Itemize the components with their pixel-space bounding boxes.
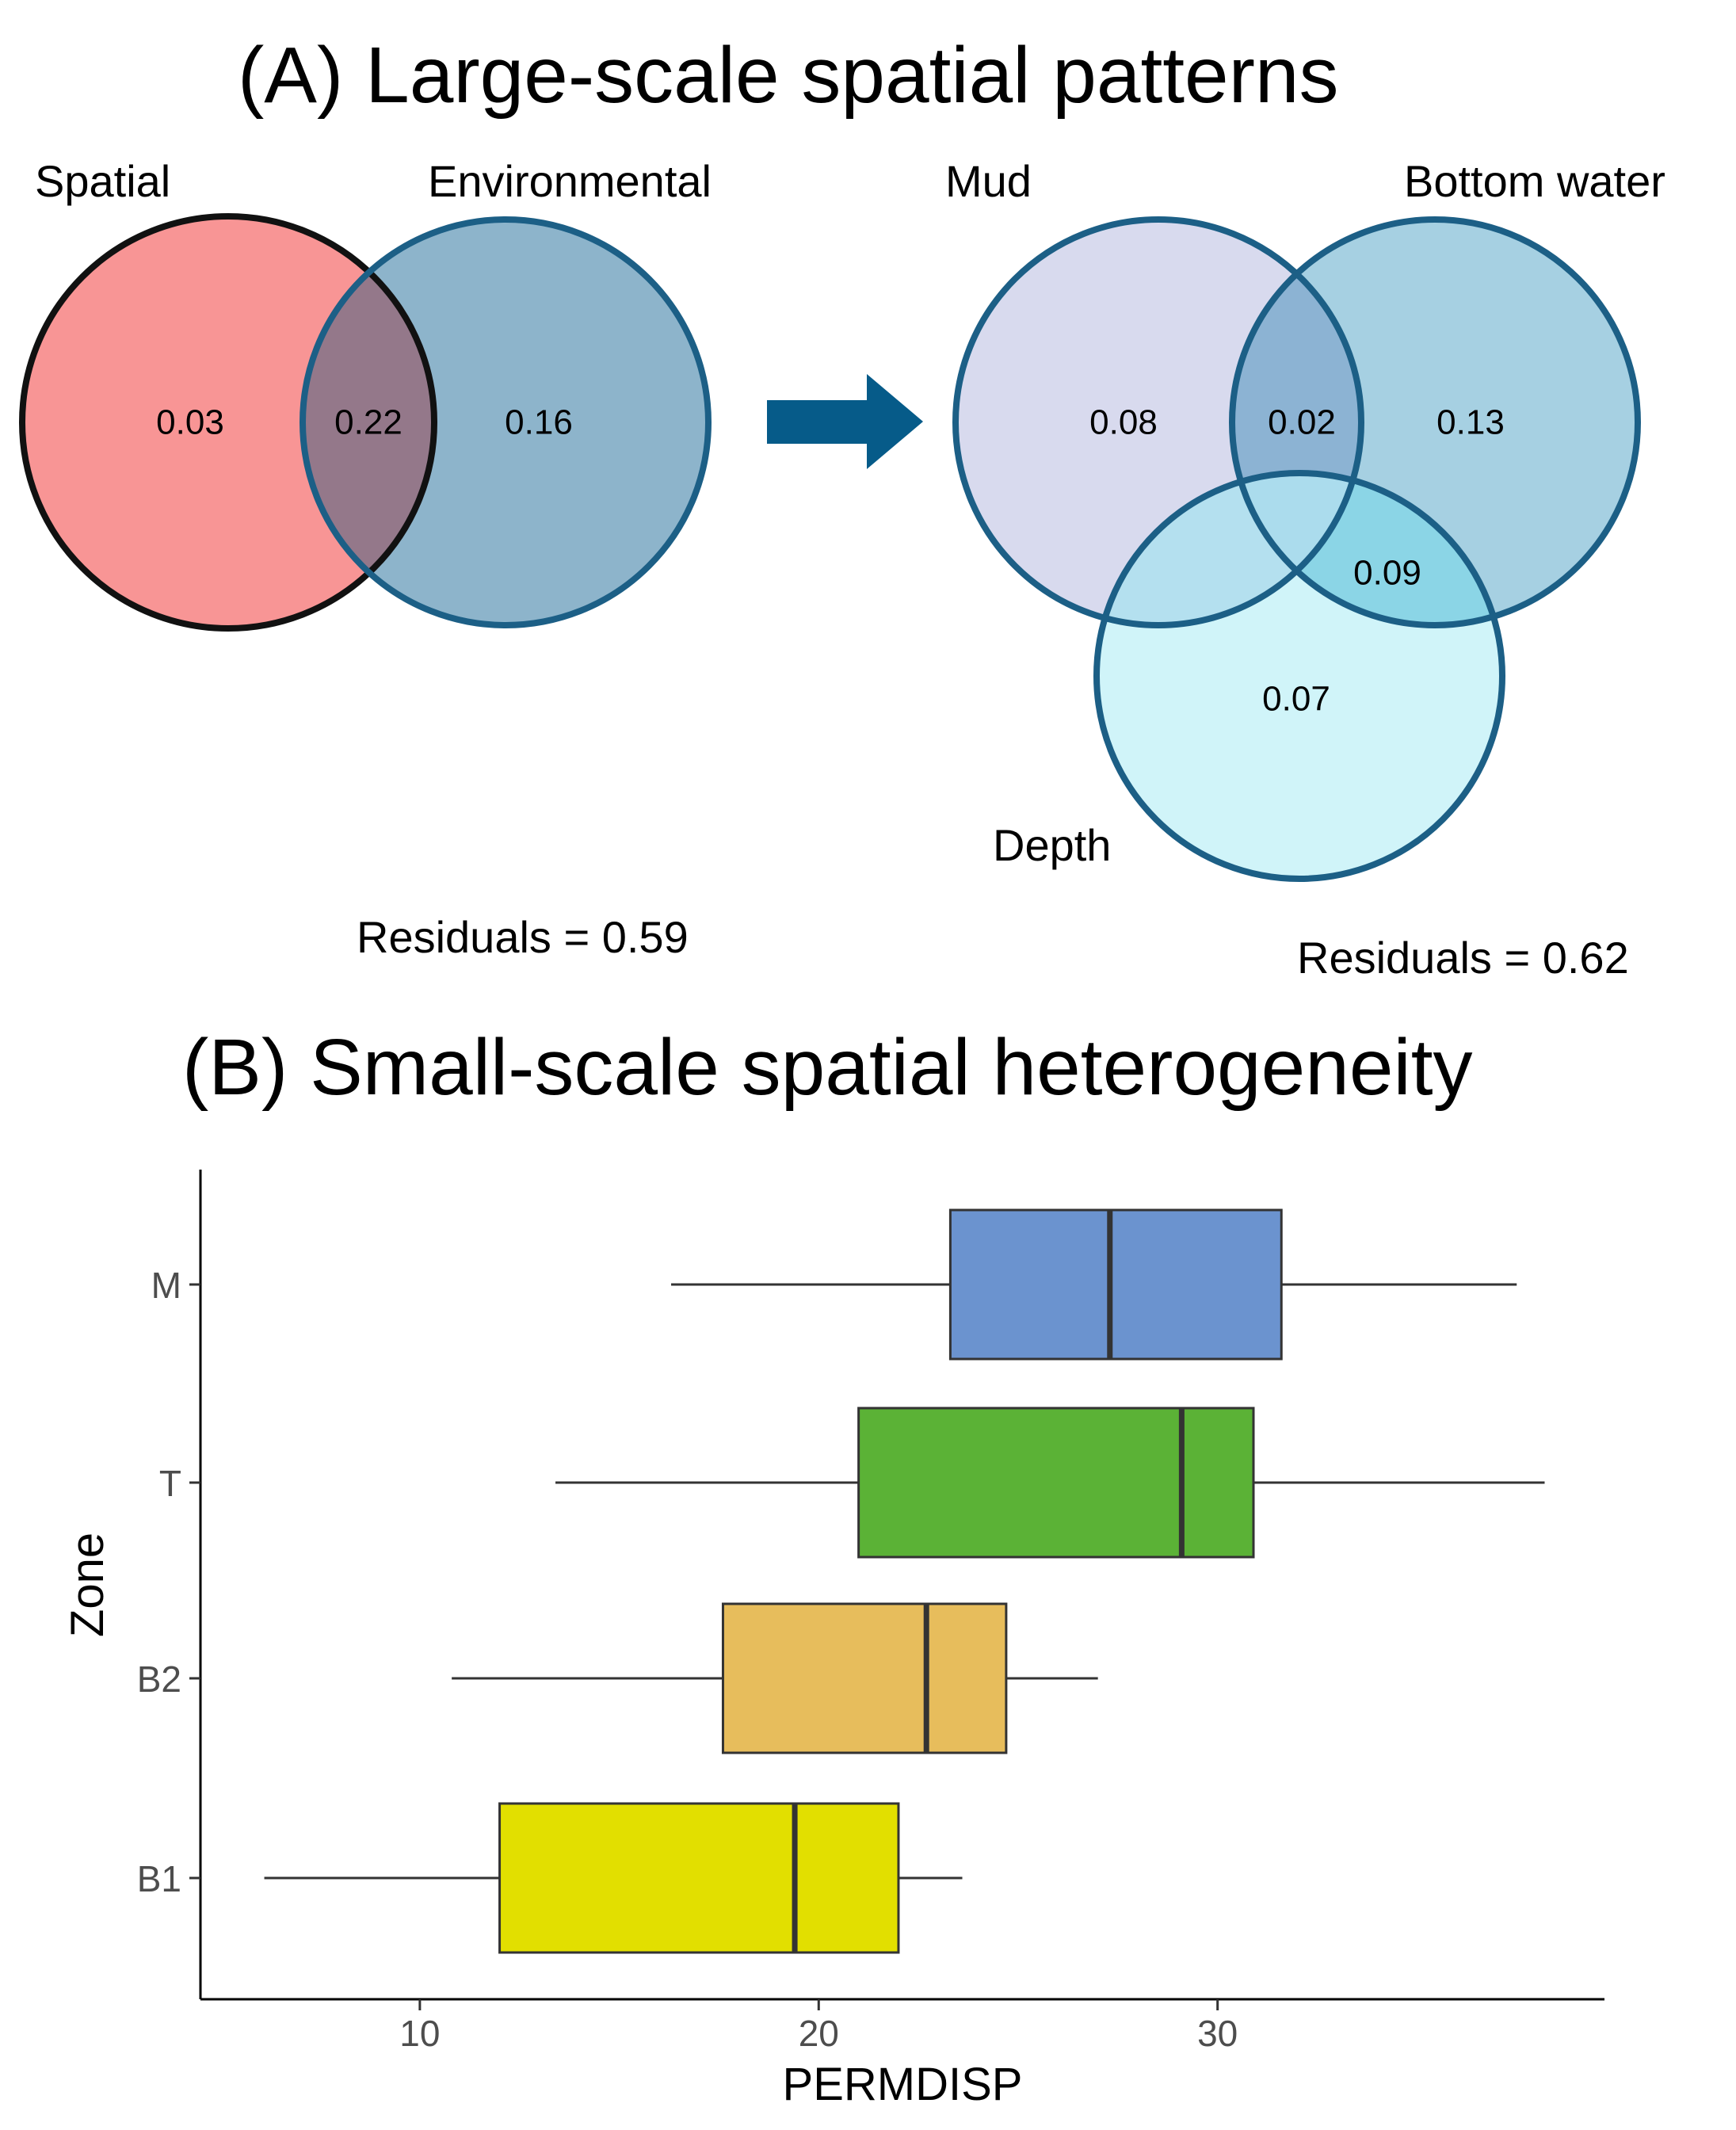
residuals-left: Residuals = 0.59: [357, 912, 689, 962]
venn-outline-depth: [1093, 470, 1505, 882]
venn-outline-bottom-water: [1229, 216, 1641, 628]
venn-left: 0.03 0.22 0.16: [19, 213, 712, 632]
residuals-right: Residuals = 0.62: [1297, 933, 1629, 983]
venn-outline-environmental: [300, 216, 712, 628]
y-axis-title: Zone: [62, 1533, 113, 1637]
venn-value-bottom-water-only: 0.13: [1436, 403, 1505, 442]
venn-value-mud-bottom-water: 0.02: [1268, 403, 1336, 442]
venn-label-environmental: Environmental: [428, 156, 712, 206]
x-tick-label-20: 20: [799, 2013, 839, 2054]
venn-intersection-bottom-water-depth: [1232, 473, 1502, 625]
venn-label-spatial: Spatial: [35, 156, 171, 206]
panel-b-title: (B) Small-scale spatial heterogeneity: [182, 1023, 1473, 1112]
right-arrow-icon: [767, 374, 923, 469]
y-tick-label-b2: B2: [137, 1659, 181, 1700]
venn-value-bottom-water-depth: 0.09: [1353, 554, 1421, 593]
x-tick-label-30: 30: [1197, 2013, 1238, 2054]
box-b1: [498, 1802, 900, 1954]
venn-label-mud: Mud: [945, 156, 1032, 206]
y-tick-label-b1: B1: [137, 1858, 181, 1899]
x-tick-label-10: 10: [399, 2013, 440, 2054]
venn-value-mud-only: 0.08: [1089, 403, 1158, 442]
venn-value-spatial-only: 0.03: [156, 403, 224, 442]
y-tick-label-m: M: [151, 1265, 181, 1306]
box-b2: [721, 1602, 1008, 1754]
venn-outline-mud: [952, 216, 1364, 628]
venn-label-bottom-water: Bottom water: [1404, 156, 1665, 206]
boxplot-chart: Zone PERMDISP M T B2 B1 10 20 30: [62, 1170, 1604, 2110]
x-axis-title: PERMDISP: [783, 2059, 1023, 2110]
y-tick-label-t: T: [159, 1463, 181, 1504]
venn-label-depth: Depth: [993, 820, 1112, 870]
box-m: [948, 1208, 1283, 1361]
box-t: [857, 1407, 1255, 1559]
venn-value-environmental-only: 0.16: [505, 403, 573, 442]
venn-value-shared: 0.22: [334, 403, 403, 442]
panel-a-title: (A) Large-scale spatial patterns: [238, 31, 1339, 120]
venn-intersection-mud-depth: [1097, 473, 1361, 625]
venn-value-depth-only: 0.07: [1262, 680, 1330, 719]
venn-right: 0.08 0.02 0.13 0.09 0.07: [952, 216, 1641, 882]
venn-outline-spatial: [19, 213, 437, 632]
